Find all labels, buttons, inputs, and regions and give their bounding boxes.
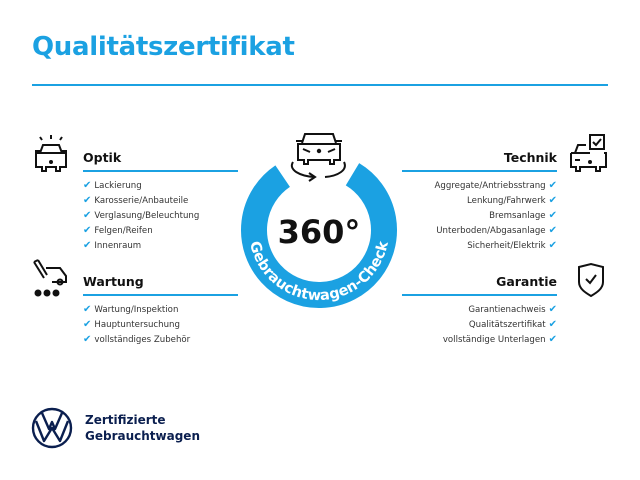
list-item: ✔ Karosserie/Anbauteile [83, 195, 189, 206]
check-icon: ✔ [548, 195, 557, 206]
car-checkbox-icon [570, 134, 607, 172]
list-item: ✔ Hauptuntersuchung [83, 319, 180, 330]
title-divider [32, 84, 608, 86]
section-divider [402, 170, 557, 172]
check-icon: ✔ [83, 240, 92, 251]
check-icon: ✔ [83, 334, 92, 345]
list-item: Bremsanlage ✔ [489, 210, 557, 221]
section-wartung: Wartung ✔ Wartung/Inspektion ✔ Hauptunters… [83, 274, 238, 347]
section-technik: Technik Aggregate/Antriebsstrang ✔ Lenkun… [402, 150, 557, 253]
list-item: vollständige Unterlagen ✔ [442, 334, 557, 345]
list-item: Qualitätszertifikat ✔ [468, 319, 557, 330]
list-item: ✔ Innenraum [83, 240, 142, 251]
check-icon: ✔ [548, 319, 557, 330]
list-item: Sicherheit/Elektrik ✔ [467, 240, 557, 251]
list-item: ✔ vollständiges Zubehör [83, 334, 191, 345]
section-garantie: Garantie Garantienachweis ✔ Qualitätszert… [402, 274, 557, 347]
section-heading: Technik [503, 150, 557, 165]
check-icon: ✔ [548, 240, 557, 251]
list-item: ✔ Lackierung [83, 180, 142, 191]
brand-text: Zertifizierte Gebrauchtwagen [85, 413, 200, 443]
check-icon: ✔ [83, 304, 92, 315]
check-icon: ✔ [548, 210, 557, 221]
badge-ring [241, 163, 397, 308]
check-icon: ✔ [548, 180, 557, 191]
vw-logo [31, 407, 73, 449]
check-icon: ✔ [83, 210, 92, 221]
check-icon: ✔ [548, 304, 557, 315]
list-item: ✔ Wartung/Inspektion [83, 304, 179, 315]
section-divider [83, 294, 238, 296]
list-item: Unterboden/Abgasanlage ✔ [436, 225, 557, 236]
section-heading: Optik [83, 150, 122, 165]
check-icon: ✔ [83, 195, 92, 206]
car-rotate-icon [290, 133, 346, 182]
check-icon: ✔ [83, 225, 92, 236]
check-icon: ✔ [548, 225, 557, 236]
section-divider [83, 170, 238, 172]
list-item: Lenkung/Fahrwerk ✔ [467, 195, 557, 206]
list-item: Garantienachweis ✔ [468, 304, 557, 315]
service-truck-icon [33, 259, 67, 297]
section-heading: Garantie [496, 274, 557, 289]
check-icon: ✔ [548, 334, 557, 345]
check-icon: ✔ [83, 319, 92, 330]
shield-check-icon [578, 262, 604, 298]
car-lights-icon [35, 135, 67, 172]
list-item: ✔ Felgen/Reifen [83, 225, 153, 236]
list-item: ✔ Verglasung/Beleuchtung [83, 210, 200, 221]
check-icon: ✔ [83, 180, 92, 191]
section-optik: Optik ✔ Lackierung ✔ Karosserie/Anbauteile… [83, 150, 238, 253]
section-divider [402, 294, 557, 296]
section-heading: Wartung [83, 274, 144, 289]
badge-value: 360° [278, 213, 361, 251]
page-title: Qualitätszertifikat [32, 32, 295, 62]
list-item: Aggregate/Antriebsstrang ✔ [434, 180, 557, 191]
